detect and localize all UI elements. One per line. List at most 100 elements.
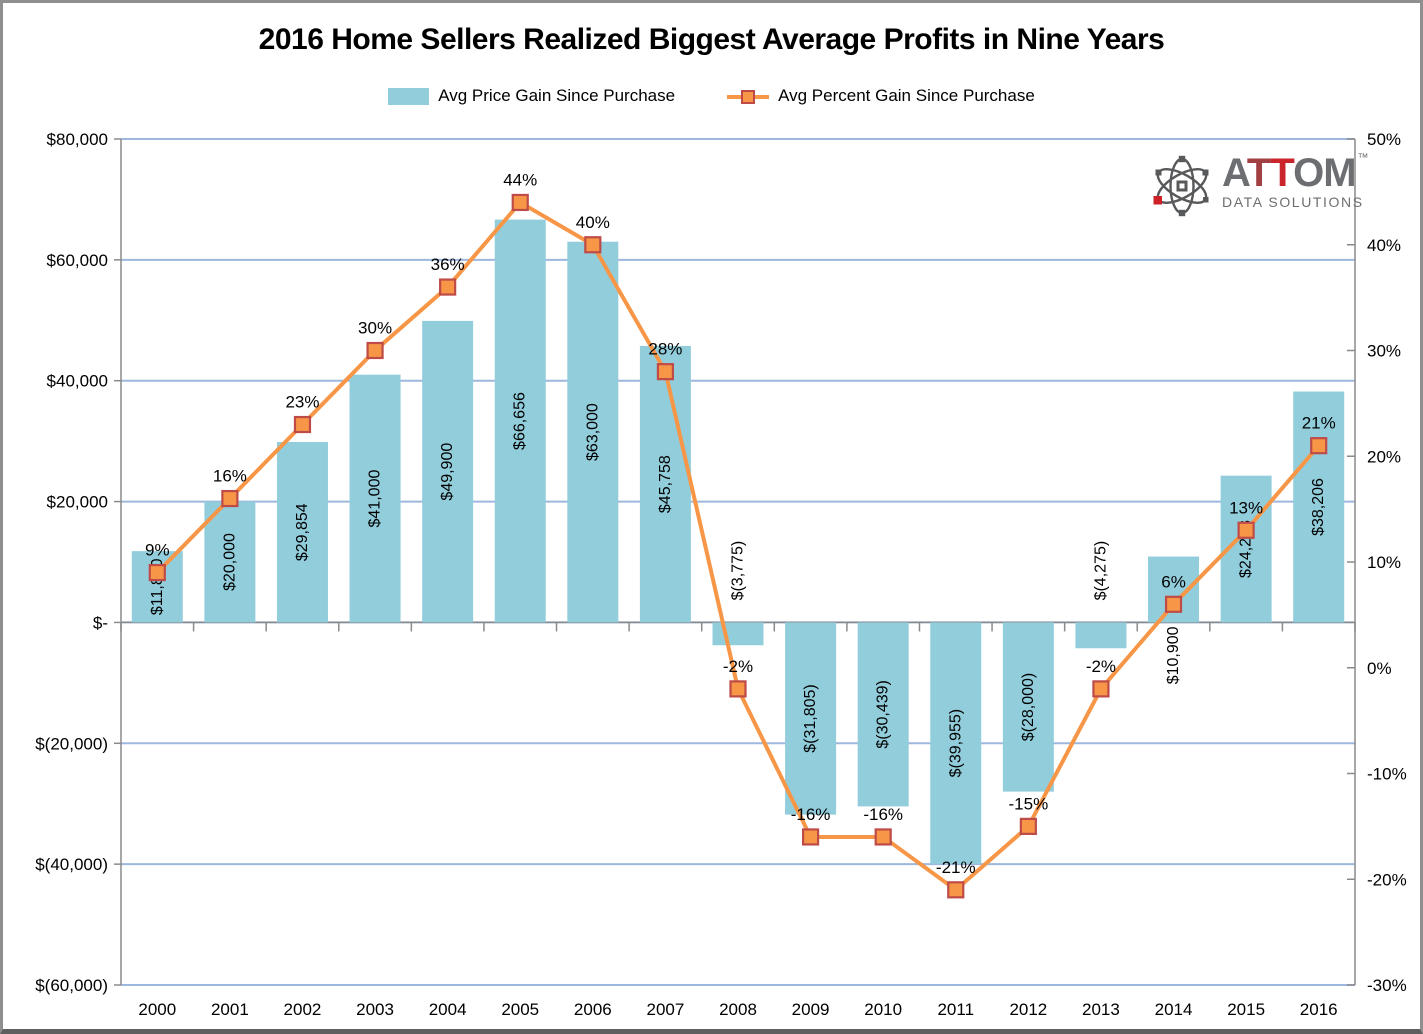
line-marker-2012 [1019, 817, 1037, 835]
x-axis-label: 2016 [1300, 1000, 1338, 1019]
percent-value-label: 13% [1229, 498, 1263, 517]
legend-label: Avg Price Gain Since Purchase [438, 86, 676, 105]
x-axis-label: 2006 [574, 1000, 612, 1019]
logo-brand-text: ATTOM [1222, 151, 1357, 195]
attom-logo: ATTOM ™ DATA SOLUTIONS [1150, 153, 1369, 219]
bar-value-label: $49,900 [439, 443, 456, 501]
x-axis-label: 2009 [792, 1000, 830, 1019]
combo-chart-plot: $80,000 $60,000 $40,000 $20,000 $- $(20,000) $… [35, 130, 1407, 1019]
bar-2009 [785, 622, 837, 815]
bar-value-label: $10,900 [1165, 626, 1182, 684]
line-marker-2015 [1237, 521, 1255, 539]
percent-value-label: 16% [213, 467, 247, 486]
bar-2003 [349, 374, 401, 623]
page-title: 2016 Home Sellers Realized Biggest Avera… [258, 23, 1165, 56]
bar-2000 [131, 551, 183, 623]
right-axis-label: -10% [1367, 765, 1407, 784]
x-axis-label: 2008 [719, 1000, 757, 1019]
x-axis-label: 2013 [1082, 1000, 1120, 1019]
percent-value-label: 44% [503, 170, 537, 189]
bar-value-label: $(28,000) [1020, 673, 1037, 742]
line-marker-2013 [1092, 680, 1110, 698]
x-axis-label: 2010 [864, 1000, 902, 1019]
logo-subtitle: DATA SOLUTIONS [1222, 194, 1364, 210]
percent-value-label: 36% [431, 255, 465, 274]
right-axis-label: 30% [1367, 342, 1401, 361]
bar-2004 [422, 320, 474, 623]
bar-value-label: $(30,439) [875, 680, 892, 749]
bar-2007 [639, 345, 691, 623]
bar-2008 [712, 622, 764, 646]
bar-value-label: $(39,955) [947, 709, 964, 778]
left-axis-label: $80,000 [47, 130, 108, 149]
percent-value-label: 9% [145, 541, 170, 560]
bar-2002 [276, 442, 328, 623]
percent-value-label: 30% [358, 319, 392, 338]
right-axis-label: 40% [1367, 236, 1401, 255]
right-axis-label: -30% [1367, 976, 1407, 995]
left-axis-label: $(20,000) [35, 734, 108, 753]
left-axis-label: $(40,000) [35, 855, 108, 874]
x-axis-label: 2001 [211, 1000, 249, 1019]
line-marker-2014 [1164, 595, 1183, 613]
percent-value-label: -21% [936, 858, 976, 877]
right-axis-label: 50% [1367, 130, 1401, 149]
logo-trademark: ™ [1357, 152, 1369, 164]
line-marker-2011 [947, 881, 965, 899]
bar-2001 [204, 501, 256, 623]
x-axis-label: 2011 [937, 1000, 974, 1019]
line-marker-2008 [729, 680, 747, 698]
bar-2012 [1002, 622, 1054, 792]
percent-value-label: 23% [285, 393, 319, 412]
x-axis-label: 2005 [501, 1000, 539, 1019]
line-marker-2016 [1310, 437, 1328, 455]
x-axis-label: 2007 [646, 1000, 684, 1019]
x-axis-label: 2002 [284, 1000, 322, 1019]
percent-value-label: -16% [863, 805, 903, 824]
x-axis-label: 2015 [1227, 1000, 1265, 1019]
right-axis-label: 20% [1367, 447, 1401, 466]
bar-value-label: $63,000 [584, 403, 601, 461]
right-axis-label: 0% [1367, 659, 1392, 678]
x-axis-label: 2000 [138, 1000, 176, 1019]
line-marker-2004 [439, 278, 457, 296]
legend-item-price-gain: Avg Price Gain Since Purchase [388, 86, 675, 106]
attom-atom-icon [1153, 155, 1209, 217]
bar-2013 [1075, 622, 1127, 649]
line-marker-2007 [656, 363, 675, 381]
x-axis-label: 2014 [1155, 1000, 1193, 1019]
bar-2016 [1293, 391, 1345, 623]
bar-2006 [567, 241, 619, 623]
percent-value-label: 21% [1302, 414, 1336, 433]
left-axis-label: $60,000 [47, 251, 108, 270]
left-axis-label: $40,000 [47, 372, 108, 391]
percent-value-label: 6% [1161, 572, 1186, 591]
line-marker-2006 [584, 236, 602, 254]
left-axis-label: $20,000 [47, 493, 108, 512]
right-axis-label: -20% [1367, 870, 1407, 889]
x-axis-label: 2004 [429, 1000, 467, 1019]
bar-value-label: $(4,275) [1092, 541, 1109, 601]
left-axis-label: $- [93, 613, 108, 632]
line-series-swatch-icon [727, 89, 770, 104]
bar-value-label: $38,206 [1310, 478, 1327, 536]
line-marker-2000 [148, 563, 166, 582]
bar-value-label: $66,656 [512, 392, 529, 450]
line-marker-2002 [293, 415, 312, 434]
bar-value-label: $45,758 [657, 455, 674, 513]
legend-item-percent-gain: Avg Percent Gain Since Purchase [727, 86, 1035, 106]
x-axis-label: 2003 [356, 1000, 394, 1019]
bar-2011 [930, 622, 982, 864]
line-marker-2003 [366, 341, 384, 360]
bar-series-swatch-icon [388, 87, 430, 105]
bar-2005 [494, 219, 546, 623]
percent-value-label: -16% [791, 805, 831, 824]
line-marker-2009 [801, 828, 820, 846]
line-marker-2010 [874, 828, 892, 846]
bar-2010 [857, 622, 909, 807]
right-axis-label: 10% [1367, 553, 1401, 572]
percent-value-label: -2% [1086, 657, 1116, 676]
line-marker-2001 [221, 489, 239, 508]
bar-value-label: $20,000 [221, 533, 238, 591]
